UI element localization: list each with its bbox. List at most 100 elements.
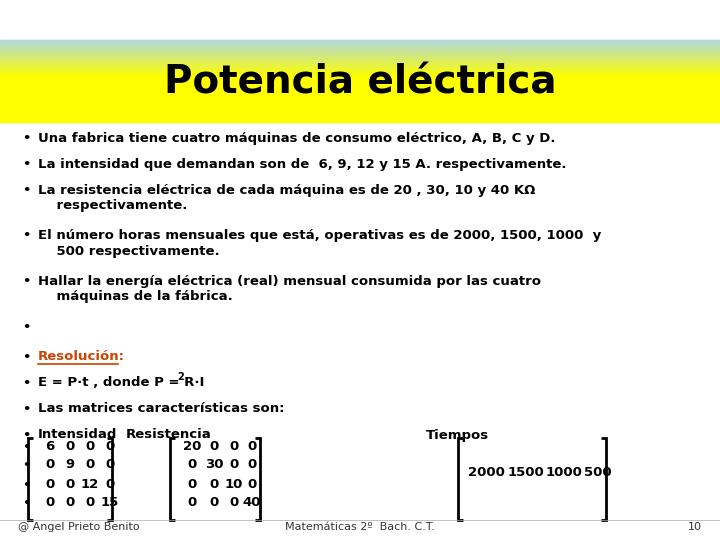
Text: 0: 0 — [187, 477, 197, 490]
Text: 0: 0 — [86, 496, 94, 510]
Bar — [0, 80, 720, 81]
Text: •: • — [22, 441, 30, 454]
Text: •: • — [22, 497, 30, 510]
Bar — [0, 118, 720, 119]
Bar — [0, 68, 720, 70]
Text: 0: 0 — [45, 477, 55, 490]
Bar — [0, 89, 720, 90]
Bar — [0, 104, 720, 105]
Bar — [0, 82, 720, 83]
Bar — [0, 109, 720, 110]
Bar — [0, 120, 720, 122]
Bar — [0, 79, 720, 80]
Bar — [0, 68, 720, 69]
Bar — [0, 64, 720, 65]
Text: E = P·t , donde P = R·I: E = P·t , donde P = R·I — [38, 376, 204, 389]
Bar — [0, 113, 720, 114]
Text: Potencia eléctrica: Potencia eléctrica — [163, 63, 557, 101]
Text: 2: 2 — [177, 372, 184, 381]
Bar — [0, 102, 720, 103]
Text: Resistencia: Resistencia — [126, 429, 212, 442]
Text: 12: 12 — [81, 477, 99, 490]
Text: 1000: 1000 — [546, 466, 582, 479]
Bar — [0, 59, 720, 60]
Bar — [0, 47, 720, 48]
Bar — [0, 109, 720, 111]
Bar — [0, 112, 720, 113]
Bar — [0, 42, 720, 43]
Text: Intensidad: Intensidad — [38, 429, 117, 442]
Bar — [0, 49, 720, 51]
Text: •: • — [22, 460, 30, 472]
Text: 0: 0 — [45, 458, 55, 471]
Text: •: • — [22, 376, 30, 389]
Text: 30: 30 — [204, 458, 223, 471]
Text: •: • — [22, 158, 30, 171]
Text: 10: 10 — [225, 477, 243, 490]
Bar — [0, 69, 720, 70]
Bar — [0, 92, 720, 93]
Bar — [0, 101, 720, 102]
Bar — [0, 98, 720, 100]
Bar — [0, 91, 720, 92]
Text: 10: 10 — [688, 522, 702, 532]
Text: 6: 6 — [45, 440, 55, 453]
Bar — [0, 46, 720, 48]
Bar — [0, 97, 720, 98]
Bar — [0, 90, 720, 92]
Text: •: • — [22, 350, 30, 363]
Bar — [0, 70, 720, 71]
Text: 0: 0 — [248, 477, 256, 490]
Text: •: • — [22, 321, 30, 334]
Bar — [0, 85, 720, 86]
Text: Matemáticas 2º  Bach. C.T.: Matemáticas 2º Bach. C.T. — [285, 522, 435, 532]
Bar — [0, 65, 720, 66]
Bar — [0, 71, 720, 73]
Bar — [0, 87, 720, 89]
Text: La intensidad que demandan son de  6, 9, 12 y 15 A. respectivamente.: La intensidad que demandan son de 6, 9, … — [38, 158, 567, 171]
Bar — [0, 40, 720, 42]
Bar — [0, 110, 720, 111]
Bar — [0, 44, 720, 45]
Bar — [0, 55, 720, 56]
Bar — [0, 56, 720, 57]
Text: 40: 40 — [243, 496, 261, 510]
Bar — [0, 48, 720, 49]
Bar — [0, 98, 720, 99]
Bar — [0, 117, 720, 118]
Text: @ Angel Prieto Benito: @ Angel Prieto Benito — [18, 522, 140, 532]
Bar — [0, 63, 720, 64]
Text: 15: 15 — [101, 496, 119, 510]
Text: 0: 0 — [210, 440, 219, 453]
Text: •: • — [22, 275, 30, 288]
Bar — [0, 99, 720, 100]
Bar — [0, 107, 720, 108]
Bar — [0, 54, 720, 56]
Text: 0: 0 — [248, 440, 256, 453]
Bar — [0, 78, 720, 79]
Text: 0: 0 — [105, 477, 114, 490]
Text: 0: 0 — [230, 496, 238, 510]
Bar — [0, 76, 720, 77]
Bar — [0, 93, 720, 95]
Text: 0: 0 — [210, 496, 219, 510]
Text: Una fabrica tiene cuatro máquinas de consumo eléctrico, A, B, C y D.: Una fabrica tiene cuatro máquinas de con… — [38, 132, 556, 145]
Text: •: • — [22, 184, 30, 197]
Text: Tiempos: Tiempos — [426, 429, 489, 442]
Text: •: • — [22, 402, 30, 415]
Bar — [0, 44, 720, 46]
Bar — [0, 61, 720, 62]
Bar — [0, 43, 720, 44]
Bar — [0, 77, 720, 78]
Text: 0: 0 — [210, 477, 219, 490]
Text: 9: 9 — [66, 458, 75, 471]
Text: •: • — [22, 478, 30, 491]
Bar — [0, 104, 720, 106]
Text: Resolución:: Resolución: — [38, 350, 125, 363]
Bar — [0, 106, 720, 107]
Text: •: • — [22, 429, 30, 442]
Text: 0: 0 — [105, 440, 114, 453]
Bar — [0, 49, 720, 50]
Bar — [0, 74, 720, 75]
Bar — [0, 58, 720, 60]
